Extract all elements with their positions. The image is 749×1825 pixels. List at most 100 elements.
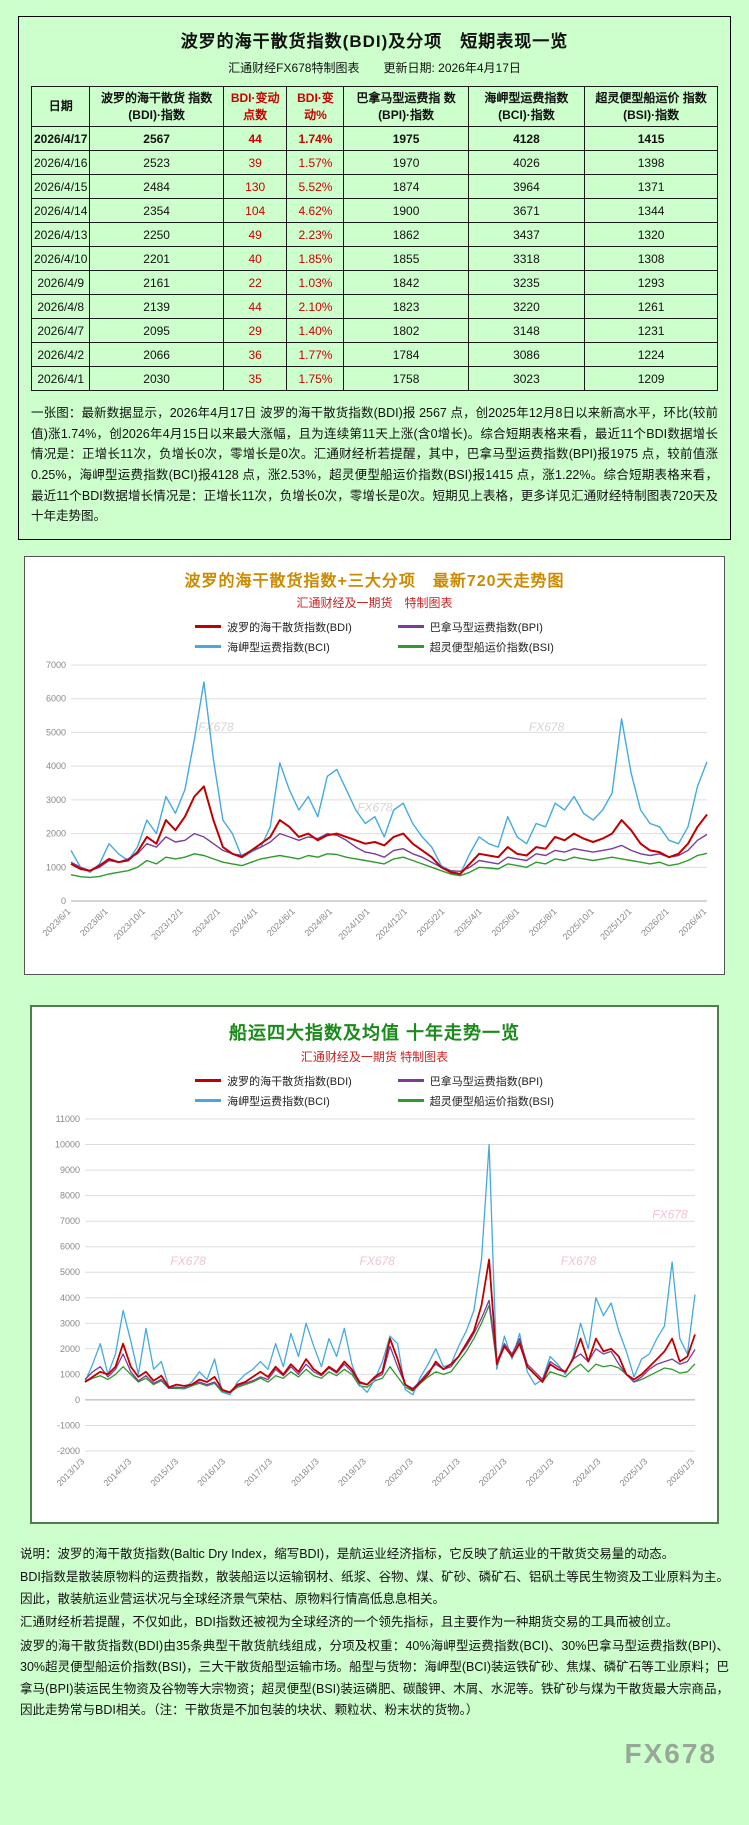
value-cell: 3086 bbox=[467, 342, 586, 367]
value-cell: 3671 bbox=[467, 198, 586, 223]
x-axis-tick: 2023/6/1 bbox=[40, 906, 72, 938]
legend-item-bdi: 波罗的海干散货指数(BDI) bbox=[195, 1073, 352, 1089]
value-cell: 1802 bbox=[343, 318, 469, 343]
summary-note: 一张图：最新数据显示，2026年4月17日 波罗的海干散货指数(BDI)报 25… bbox=[31, 406, 718, 524]
x-axis-tick: 2025/1/3 bbox=[617, 1456, 649, 1488]
value-cell: 1398 bbox=[584, 150, 718, 175]
value-cell: 1.77% bbox=[286, 342, 345, 367]
legend-label: 巴拿马型运费指数(BPI) bbox=[429, 1075, 543, 1088]
value-cell: 1.57% bbox=[286, 150, 345, 175]
value-cell: 2484 bbox=[89, 174, 224, 199]
x-axis-tick: 2024/2/1 bbox=[190, 906, 222, 938]
x-axis-tick: 2024/8/1 bbox=[302, 906, 334, 938]
x-axis-tick: 2022/1/3 bbox=[476, 1456, 508, 1488]
y-axis-tick: 1000 bbox=[59, 1369, 79, 1379]
value-cell: 130 bbox=[222, 174, 288, 199]
value-cell: 1855 bbox=[343, 246, 469, 271]
value-cell: 39 bbox=[222, 150, 288, 175]
date-cell: 2026/4/13 bbox=[30, 222, 91, 247]
value-cell: 3148 bbox=[467, 318, 586, 343]
value-cell: 1842 bbox=[343, 270, 469, 295]
legend-swatch-bpi bbox=[397, 625, 424, 629]
chart-720day-subtitle: 汇通财经及一期货 特制图表 bbox=[296, 595, 453, 610]
bdi-short-term-table: 日期 波罗的海干散货 指数(BDI)·指数 BDI·变动点数 BDI·变动% 巴拿马型运… bbox=[30, 86, 718, 391]
legend-swatch-bdi bbox=[195, 1079, 222, 1083]
value-cell: 49 bbox=[222, 222, 288, 247]
x-axis-tick: 2025/2/1 bbox=[414, 906, 446, 938]
date-cell: 2026/4/1 bbox=[30, 366, 91, 391]
x-axis-tick: 2023/8/1 bbox=[77, 906, 109, 938]
value-cell: 4026 bbox=[467, 150, 586, 175]
value-cell: 1.40% bbox=[286, 318, 345, 343]
table-header-row: 日期 波罗的海干散货 指数(BDI)·指数 BDI·变动点数 BDI·变动% 巴拿马型运… bbox=[30, 86, 718, 127]
chart-10year-plot: -2000 -1000 0 1000 2000 3000 4000 5000 6000 7000 8… bbox=[38, 1111, 711, 1516]
date-cell: 2026/4/9 bbox=[30, 270, 91, 295]
y-axis-tick: 3000 bbox=[59, 1318, 79, 1328]
x-axis-tick: 2026/2/1 bbox=[639, 906, 671, 938]
value-cell: 1415 bbox=[584, 126, 718, 151]
value-cell: 1320 bbox=[584, 222, 718, 247]
explanation-paragraph: 波罗的海干散货指数(BDI)由35条典型干散货航线组成，分项及权重：40%海岬型… bbox=[20, 1638, 729, 1718]
chart-watermark: FX678 bbox=[357, 800, 393, 814]
y-axis-tick: 0 bbox=[60, 896, 65, 906]
date-cell: 2026/4/2 bbox=[30, 342, 91, 367]
legend-swatch-bci bbox=[195, 645, 222, 649]
series-bpi bbox=[70, 832, 707, 872]
y-axis-tick: 0 bbox=[74, 1395, 79, 1405]
series-bpi bbox=[84, 1299, 696, 1393]
value-cell: 2030 bbox=[89, 366, 224, 391]
value-cell: 1231 bbox=[584, 318, 718, 343]
value-cell: 29 bbox=[222, 318, 288, 343]
x-axis-tick: 2014/1/3 bbox=[101, 1456, 133, 1488]
series-bci bbox=[69, 680, 708, 875]
y-axis-tick: 6000 bbox=[59, 1241, 79, 1251]
value-cell: 3235 bbox=[467, 270, 586, 295]
x-axis-tick: 2025/8/1 bbox=[526, 906, 558, 938]
value-cell: 36 bbox=[222, 342, 288, 367]
value-cell: 1224 bbox=[584, 342, 718, 367]
chart-720day-title: 波罗的海干散货指数+三大分项 最新720天走势图 bbox=[184, 572, 565, 590]
explanation-paragraph: BDI指数是散装原物料的运费指数，散装船运以运输钢材、纸浆、谷物、煤、矿砂、磷矿… bbox=[20, 1570, 729, 1606]
value-cell: 4128 bbox=[467, 126, 586, 151]
value-cell: 4.62% bbox=[286, 198, 345, 223]
y-axis-tick: 10000 bbox=[54, 1139, 79, 1149]
update-date-line: 汇通财经FX678特制图表 更新日期: 2026年4月17日 bbox=[228, 61, 521, 75]
value-cell: 1371 bbox=[584, 174, 718, 199]
x-axis-tick: 2016/1/3 bbox=[195, 1456, 227, 1488]
value-cell: 1.03% bbox=[286, 270, 345, 295]
x-axis-tick: 2017/1/3 bbox=[242, 1456, 274, 1488]
legend-swatch-bci bbox=[195, 1099, 222, 1103]
date-cell: 2026/4/8 bbox=[30, 294, 91, 319]
legend-swatch-bdi bbox=[195, 625, 222, 629]
date-cell: 2026/4/17 bbox=[30, 126, 91, 151]
series-bdi bbox=[83, 1258, 696, 1393]
table-row: 2026/4/2 2066 36 1.77% 1784 3086 1224 bbox=[30, 342, 718, 367]
value-cell: 104 bbox=[222, 198, 288, 223]
x-axis-tick: 2024/1/3 bbox=[570, 1456, 602, 1488]
x-axis-tick: 2024/10/1 bbox=[336, 906, 371, 941]
x-axis-tick: 2024/6/1 bbox=[265, 906, 297, 938]
series-bdi bbox=[70, 785, 708, 875]
y-axis-tick: 8000 bbox=[59, 1190, 79, 1200]
y-axis-tick: 4000 bbox=[45, 761, 65, 771]
legend-label: 海岬型运费指数(BCI) bbox=[227, 641, 330, 654]
chart-watermark: FX678 bbox=[170, 1254, 206, 1268]
legend-item-bci: 海岬型运费指数(BCI) bbox=[195, 639, 352, 655]
legend-item-bpi: 巴拿马型运费指数(BPI) bbox=[397, 619, 554, 635]
table-row: 2026/4/7 2095 29 1.40% 1802 3148 1231 bbox=[30, 318, 718, 343]
x-axis-tick: 2026/1/3 bbox=[664, 1456, 696, 1488]
chart-watermark: FX678 bbox=[528, 720, 564, 734]
chart-720day-legend: 波罗的海干散货指数(BDI) 巴拿马型运费指数(BPI) 海岬型运费指数(BCI) 超… bbox=[195, 619, 554, 655]
fx678-watermark: FX678 bbox=[624, 1737, 717, 1769]
y-axis-tick: 5000 bbox=[59, 1267, 79, 1277]
x-axis-tick: 2015/1/3 bbox=[148, 1456, 180, 1488]
column-header: 巴拿马型运费指 数(BPI)·指数 bbox=[343, 86, 469, 127]
x-axis-tick: 2021/1/3 bbox=[429, 1456, 461, 1488]
legend-label: 波罗的海干散货指数(BDI) bbox=[227, 1075, 352, 1088]
value-cell: 1209 bbox=[584, 366, 718, 391]
value-cell: 1900 bbox=[343, 198, 469, 223]
legend-item-bsi: 超灵便型船运价指数(BSI) bbox=[397, 639, 554, 655]
table-row: 2026/4/9 2161 22 1.03% 1842 3235 1293 bbox=[30, 270, 718, 295]
legend-label: 超灵便型船运价指数(BSI) bbox=[429, 1095, 554, 1108]
